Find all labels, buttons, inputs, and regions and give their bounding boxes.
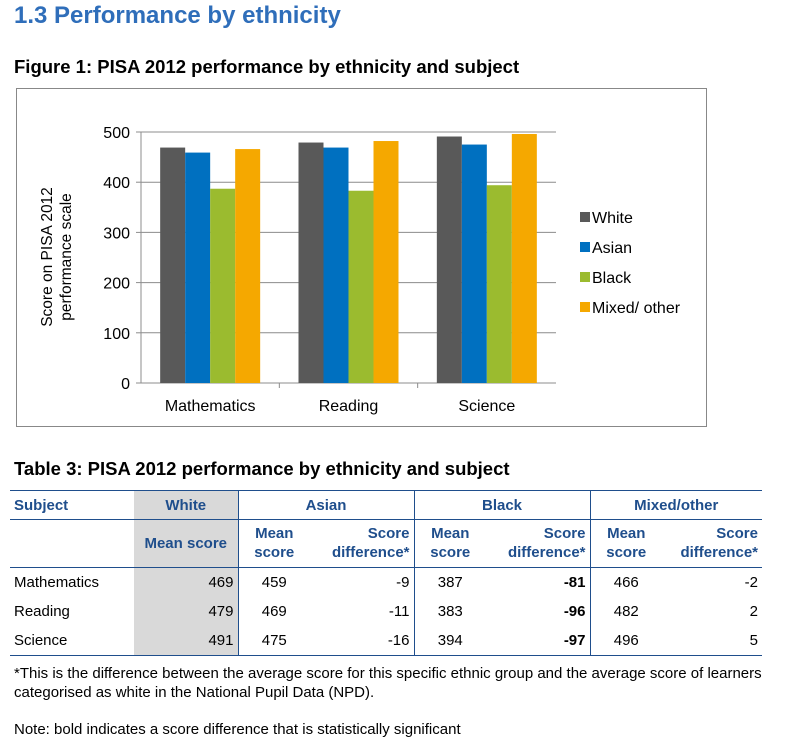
cell-white-mean: 491 [134, 626, 238, 656]
header-black: Black [413, 490, 590, 520]
cell-subject: Science [14, 632, 68, 649]
bar-black-mathematics [210, 188, 236, 383]
legend-label: Asian [592, 240, 632, 257]
cell-subject: Mathematics [14, 574, 100, 591]
bar-black-reading [348, 190, 374, 383]
table-title: Table 3: PISA 2012 performance by ethnic… [14, 458, 510, 479]
cell-black-diff: -96 [563, 603, 586, 620]
bar-mixed-other-reading [373, 141, 399, 383]
figure-title: Figure 1: PISA 2012 performance by ethni… [14, 56, 520, 77]
cell-black-mean: 387 [413, 567, 486, 597]
chart-frame: 0 100 200 300 400 500 Mathematics Reading Scienc… [16, 88, 707, 427]
cell-white-mean: 469 [134, 567, 238, 597]
y-tick-label: 0 [121, 376, 130, 393]
cell-mixed-diff: 5 [749, 632, 758, 649]
legend-swatch [580, 272, 590, 282]
cell-asian-mean: 475 [237, 626, 310, 656]
cell-black-mean: 394 [413, 626, 486, 656]
subheader-black-mean: Mean score [413, 519, 486, 568]
subheader-asian-diff: Score difference* [331, 525, 410, 561]
legend-label: Mixed/ other [592, 300, 681, 317]
cell-white-mean: 479 [134, 597, 238, 626]
subheader-black-diff: Score difference* [507, 525, 586, 561]
cell-mixed-diff: 2 [749, 603, 758, 620]
legend-label: White [592, 210, 633, 227]
header-asian: Asian [237, 490, 414, 520]
cell-black-mean: 383 [413, 597, 486, 626]
table-row: Science 491 475 -16 394 -97 496 5 [10, 626, 762, 656]
cell-asian-diff: -11 [388, 603, 410, 620]
y-axis-label: Score on PISA 2012 performance scale [39, 187, 75, 327]
bar-white-reading [298, 142, 324, 383]
x-tick-label: Mathematics [165, 398, 256, 415]
table-row: Reading 479 469 -11 383 -96 482 2 [10, 597, 762, 626]
cell-asian-diff: -16 [387, 632, 410, 649]
legend-label: Black [592, 270, 632, 287]
subheader-asian-mean: Mean score [237, 519, 310, 568]
cell-mixed-mean: 466 [589, 567, 662, 597]
cell-black-diff: -97 [563, 632, 586, 649]
section-title: 1.3 Performance by ethnicity [14, 2, 341, 29]
footnote: *This is the difference between the aver… [14, 665, 762, 701]
header-white: White [134, 490, 238, 520]
y-tick-label: 200 [103, 276, 130, 293]
cell-asian-mean: 469 [237, 597, 310, 626]
bar-mixed-other-mathematics [235, 149, 261, 383]
bar-white-science [436, 136, 462, 383]
cell-mixed-mean: 482 [589, 597, 662, 626]
cell-subject: Reading [14, 603, 70, 620]
y-axis-label-line: performance scale [58, 193, 75, 321]
y-tick-label: 400 [103, 175, 130, 192]
performance-table: Subject White Asian Black Mixed/other Me… [10, 490, 762, 656]
bar-asian-reading [323, 147, 349, 383]
significance-note: Note: bold indicates a score difference … [14, 721, 461, 738]
legend-swatch [580, 242, 590, 252]
cell-black-diff: -81 [563, 574, 586, 591]
subheader-white-mean: Mean score [134, 519, 238, 568]
cell-mixed-mean: 496 [589, 626, 662, 656]
subheader-mixed-mean: Mean score [589, 519, 662, 568]
bar-mixed-other-science [511, 134, 537, 383]
table-row: Mathematics 469 459 -9 387 -81 466 -2 [10, 567, 762, 597]
x-tick-label: Science [458, 398, 515, 415]
legend-swatch [580, 302, 590, 312]
legend-swatch [580, 212, 590, 222]
cell-mixed-diff: -2 [744, 574, 758, 591]
y-tick-label: 100 [103, 326, 130, 343]
bar-black-science [486, 185, 512, 383]
header-mixed: Mixed/other [589, 490, 762, 520]
bar-asian-science [461, 144, 487, 383]
bar-white-mathematics [160, 147, 186, 383]
cell-asian-diff: -9 [396, 574, 410, 591]
cell-asian-mean: 459 [237, 567, 310, 597]
subheader-mixed-diff: Score difference* [680, 525, 758, 561]
bar-asian-mathematics [185, 152, 211, 383]
y-axis-label-line: Score on PISA 2012 [39, 187, 56, 327]
subheader-empty [10, 520, 134, 568]
header-subject: Subject [10, 490, 134, 520]
y-tick-label: 500 [103, 125, 130, 142]
bar-chart: 0 100 200 300 400 500 Mathematics Reading Scienc… [39, 125, 681, 415]
x-tick-label: Reading [319, 398, 379, 415]
y-tick-label: 300 [103, 225, 130, 242]
